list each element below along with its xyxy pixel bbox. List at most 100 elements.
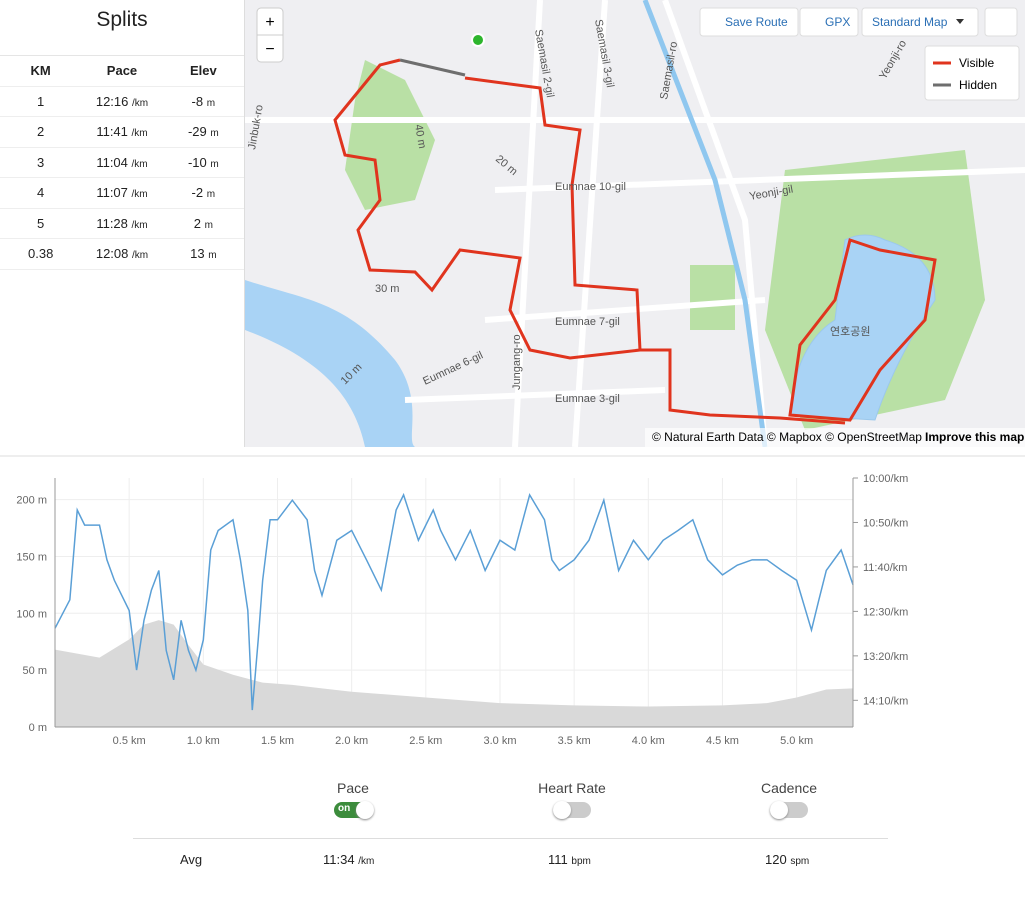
x-tick-label: 1.0 km — [187, 735, 220, 747]
col: Elev — [189, 63, 217, 79]
col: Pace — [106, 63, 138, 79]
unit: /km — [131, 158, 148, 170]
attribution: © Natural Earth Data © Mapbox © OpenStre… — [652, 430, 922, 444]
avg-pace: 11:34 — [323, 852, 355, 867]
toggle-switch[interactable]: on — [334, 801, 374, 819]
unit: m — [210, 128, 219, 140]
splits-rows: 1 12:16 /km -8 m 2 11:41 /km -29 m 3 11:04 /km -… — [0, 87, 244, 270]
y2-tick-label: 13:20/km — [863, 651, 908, 663]
y2-tick-label: 14:10/km — [863, 695, 908, 707]
avg-cadence: 120 — [765, 852, 787, 867]
y-tick-label: 100 m — [16, 608, 47, 620]
chart: 0.5 km 1.0 km 1.5 km 2.0 km 2.5 km 3.0 km 3.5 … — [0, 455, 1025, 747]
zoom-in[interactable]: + — [265, 14, 274, 31]
map-label: Jungang-ro — [511, 334, 523, 390]
x-tick-label: 1.5 km — [261, 735, 294, 747]
zoom-control[interactable]: + − — [256, 7, 284, 63]
split-km: 5 — [37, 215, 45, 231]
pace-value: 12:08 — [95, 246, 129, 262]
y-tick-label: 200 m — [16, 495, 47, 507]
save-route-button[interactable]: Save Route — [725, 15, 788, 29]
y-tick-label: 0 m — [29, 722, 47, 734]
split-row: 0.38 12:08 /km 13 m — [0, 239, 244, 270]
split-elev: -8 m — [163, 94, 244, 109]
zoom-out[interactable]: − — [265, 41, 274, 58]
unit: /km — [131, 128, 148, 140]
split-pace: 11:04 /km — [81, 155, 162, 170]
split-elev: 13 m — [163, 246, 244, 261]
elev-value: 13 — [190, 246, 205, 262]
unit: /km — [131, 219, 148, 231]
split-row: 2 11:41 /km -29 m — [0, 117, 244, 148]
splits-panel: Splits KM Pace Elev 1 12:16 /km -8 m 2 11:41 /… — [0, 0, 245, 447]
toggle-knob — [553, 801, 571, 819]
map-label: 연호공원 — [830, 325, 870, 338]
y-tick-label: 150 m — [16, 551, 47, 563]
toggle: Heart Rate — [492, 780, 652, 819]
map-label: 30 m — [375, 283, 399, 295]
averages: Avg 11:34 /km 111 bpm 120 spm — [133, 838, 888, 879]
map-style-select[interactable]: Standard Map — [872, 15, 948, 29]
splits-header: KM Pace Elev — [0, 56, 244, 87]
x-tick-label: 0.5 km — [113, 735, 146, 747]
toggle: Pace on — [273, 780, 433, 819]
unit: m — [204, 219, 213, 231]
col: KM — [30, 63, 51, 79]
y2-tick-label: 10:50/km — [863, 517, 908, 529]
map-label: Eumnae 10-gil — [555, 181, 626, 193]
elev-value: -29 — [187, 124, 207, 140]
unit: bpm — [571, 856, 591, 867]
elevation-area — [55, 620, 853, 727]
avg-hr: 111 — [548, 852, 568, 867]
split-pace: 12:16 /km — [81, 94, 162, 109]
y-tick-label: 50 m — [23, 665, 47, 677]
split-km: 2 — [37, 124, 45, 140]
unit: /km — [132, 97, 149, 109]
gpx-button[interactable]: GPX — [825, 15, 850, 29]
elev-value: 2 — [193, 215, 201, 231]
toggle-knob — [770, 801, 788, 819]
x-tick-label: 2.0 km — [335, 735, 368, 747]
pace-value: 11:41 — [96, 124, 128, 140]
splits-title: Splits — [0, 8, 244, 56]
toggle-label: Pace — [337, 780, 369, 796]
split-km: 0.38 — [28, 246, 54, 262]
split-km: 1 — [37, 93, 45, 109]
map-label: Eumnae 3-gil — [555, 393, 620, 405]
y2-tick-label: 12:30/km — [863, 606, 908, 618]
map-label: Eumnae 7-gil — [555, 316, 620, 328]
improve-link[interactable]: Improve this map — [925, 430, 1024, 444]
split-row: 1 12:16 /km -8 m — [0, 87, 244, 117]
split-row: 4 11:07 /km -2 m — [0, 178, 244, 209]
unit: m — [208, 250, 217, 262]
split-elev: -10 m — [163, 155, 244, 170]
map-label: 40 m — [412, 123, 428, 149]
avg-label: Avg — [180, 852, 203, 867]
elev-value: -10 — [187, 154, 207, 170]
split-pace: 11:28 /km — [81, 216, 162, 231]
legend-hidden: Hidden — [959, 78, 997, 92]
x-tick-label: 3.5 km — [558, 735, 591, 747]
pace-line — [54, 492, 854, 711]
toggle-state: on — [338, 803, 351, 814]
pace-value: 12:16 — [95, 93, 129, 109]
toggle-switch[interactable] — [770, 801, 808, 819]
elev-value: -8 — [191, 93, 204, 109]
unit: /km — [131, 189, 148, 201]
x-tick-label: 4.5 km — [706, 735, 739, 747]
elev-value: -2 — [191, 185, 204, 201]
split-elev: -2 m — [163, 185, 244, 200]
split-elev: -29 m — [163, 124, 244, 139]
split-row: 5 11:28 /km 2 m — [0, 209, 244, 239]
unit: spm — [790, 856, 810, 867]
toggle-label: Heart Rate — [538, 780, 606, 796]
pace-value: 11:04 — [96, 154, 128, 170]
split-km: 4 — [37, 185, 45, 201]
unit: m — [206, 97, 216, 109]
unit: m — [210, 158, 219, 170]
split-pace: 12:08 /km — [81, 246, 162, 261]
toggle-switch[interactable] — [553, 801, 591, 819]
unit: /km — [132, 250, 149, 262]
